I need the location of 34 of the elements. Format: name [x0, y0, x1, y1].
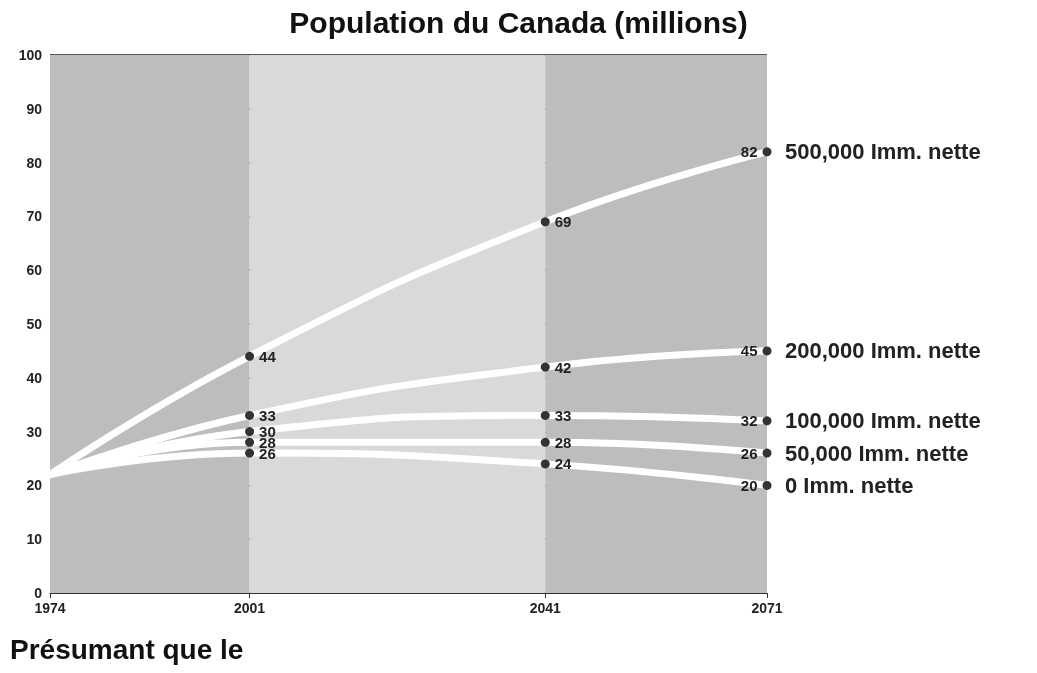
series-label: 200,000 Imm. nette — [785, 338, 981, 364]
data-label: 26 — [740, 444, 758, 462]
data-label: 24 — [554, 455, 573, 473]
data-label: 82 — [740, 143, 758, 161]
y-tick-label: 60 — [26, 262, 43, 279]
data-label: 32 — [740, 412, 758, 430]
text: Présumant que le — [10, 633, 244, 665]
y-tick-label: 10 — [26, 531, 43, 548]
data-label: 28 — [554, 433, 572, 451]
series-label: 500,000 Imm. nette — [785, 139, 981, 165]
series-label: 50,000 Imm. nette — [785, 440, 969, 466]
x-tick-label: 2071 — [751, 600, 783, 616]
data-label: 45 — [740, 342, 758, 360]
series-label: 100,000 Imm. nette — [785, 408, 981, 434]
y-tick-label: 30 — [26, 423, 43, 440]
y-tick-label: 80 — [26, 154, 43, 171]
data-label: 20 — [740, 476, 758, 494]
data-label: 44 — [259, 347, 277, 365]
y-tick-label: 40 — [26, 369, 43, 386]
data-label: 33 — [554, 406, 572, 424]
x-tick-label: 2001 — [234, 600, 266, 616]
chart-title: Population du Canada (millions) — [289, 5, 748, 39]
y-tick-label: 50 — [26, 316, 43, 332]
y-tick-label: 90 — [26, 100, 43, 117]
y-tick-label: 100 — [18, 47, 43, 63]
data-label: 42 — [554, 358, 572, 376]
data-label: 69 — [554, 213, 572, 231]
y-tick-label: 0 — [34, 585, 43, 601]
y-tick-label: 20 — [26, 477, 43, 494]
data-label: 33 — [259, 406, 276, 424]
series-label: 0 Imm. nette — [785, 472, 914, 498]
y-tick-label: 70 — [26, 208, 43, 225]
x-tick-label: 1974 — [34, 600, 66, 616]
x-tick-label: 2041 — [529, 600, 562, 616]
